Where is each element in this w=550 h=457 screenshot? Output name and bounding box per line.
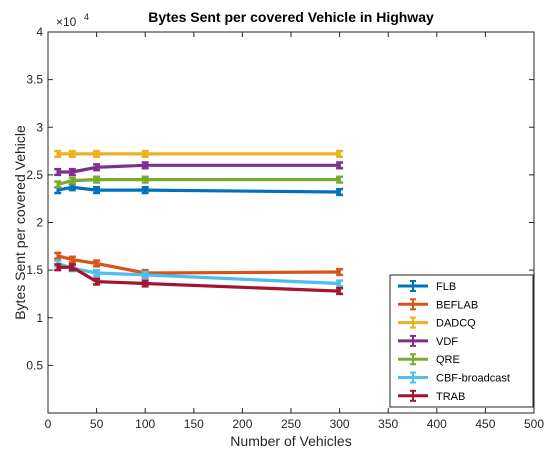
y-tick-label: 1 [36, 311, 43, 325]
data-point [95, 262, 98, 265]
chart-title: Bytes Sent per covered Vehicle in Highwa… [148, 9, 434, 25]
series-dadcq [54, 149, 344, 159]
y-tick-label: 2.5 [26, 168, 43, 182]
series-trab [54, 263, 344, 296]
x-tick-label: 50 [90, 417, 104, 431]
legend-label: FLB [436, 281, 456, 293]
data-point [95, 152, 98, 156]
axis-ticks: 0 50 100 150 200 250 300 350 400 450 500 0.5 1 1.5 2 2.… [26, 25, 544, 431]
legend-item: VDF [398, 334, 458, 348]
data-point [56, 170, 59, 174]
data-point [338, 152, 341, 156]
x-tick-label: 350 [378, 417, 398, 431]
series-layer [54, 149, 344, 296]
y-multiplier-base: ×10 [56, 15, 77, 29]
data-point [338, 190, 341, 194]
x-tick-label: 500 [524, 417, 544, 431]
x-tick-label: 200 [232, 417, 252, 431]
data-point [71, 179, 74, 182]
y-axis-multiplier: ×10 4 [56, 12, 89, 29]
legend-item: CBF-broadcast [398, 371, 510, 385]
y-tick-label: 3.5 [26, 73, 43, 87]
data-point [338, 282, 341, 285]
series-vdf [54, 161, 344, 177]
data-point [95, 188, 98, 192]
data-point [71, 170, 74, 174]
legend-item: BEFLAB [398, 298, 478, 311]
legend: FLB BEFLAB DADCQ VDF QRE CBF-broadcast TRAB [389, 274, 534, 408]
x-tick-label: 150 [184, 417, 204, 431]
data-point [338, 178, 341, 181]
x-tick-label: 100 [135, 417, 155, 431]
legend-label: CBF-broadcast [436, 373, 510, 385]
data-point [338, 164, 341, 167]
data-point [95, 271, 98, 275]
y-tick-label: 2 [36, 216, 43, 230]
data-point [95, 166, 98, 169]
data-point [144, 282, 147, 285]
x-tick-label: 400 [427, 417, 447, 431]
data-point [56, 254, 59, 258]
series-qre [54, 175, 344, 189]
data-point [56, 183, 59, 186]
legend-label: BEFLAB [436, 299, 478, 311]
x-tick-label: 0 [45, 417, 52, 431]
legend-label: QRE [436, 354, 460, 366]
x-tick-label: 450 [475, 417, 495, 431]
legend-item: QRE [398, 353, 460, 366]
y-tick-label: 0.5 [26, 358, 43, 372]
legend-label: DADCQ [436, 318, 476, 330]
data-point [144, 188, 147, 192]
data-point [71, 186, 74, 189]
x-tick-label: 300 [330, 417, 350, 431]
x-tick-label: 250 [281, 417, 301, 431]
data-point [144, 164, 147, 167]
data-point [56, 188, 59, 192]
y-axis-title: Bytes Sent per covered Vehicle [12, 125, 28, 320]
y-tick-label: 3 [36, 120, 43, 134]
legend-item: DADCQ [398, 316, 476, 330]
legend-label: VDF [436, 336, 458, 348]
legend-item: TRAB [398, 389, 465, 403]
data-point [144, 273, 147, 277]
data-point [56, 266, 59, 269]
y-multiplier-exponent: 4 [84, 12, 89, 22]
y-tick-label: 4 [36, 25, 43, 39]
data-point [338, 270, 341, 274]
data-point [71, 152, 74, 156]
data-point [144, 152, 147, 156]
data-point [71, 258, 74, 261]
data-point [95, 178, 98, 181]
x-axis-title: Number of Vehicles [230, 433, 351, 449]
data-point [71, 266, 74, 269]
data-point [144, 178, 147, 181]
y-tick-label: 1.5 [26, 263, 43, 277]
data-point [56, 152, 59, 156]
legend-label: TRAB [436, 391, 465, 403]
data-point [95, 280, 98, 283]
data-point [338, 289, 341, 293]
legend-item: FLB [398, 280, 456, 293]
